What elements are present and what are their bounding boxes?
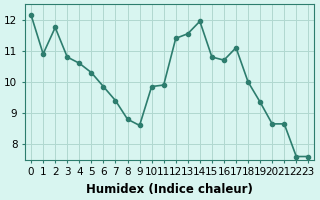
X-axis label: Humidex (Indice chaleur): Humidex (Indice chaleur) (86, 183, 253, 196)
